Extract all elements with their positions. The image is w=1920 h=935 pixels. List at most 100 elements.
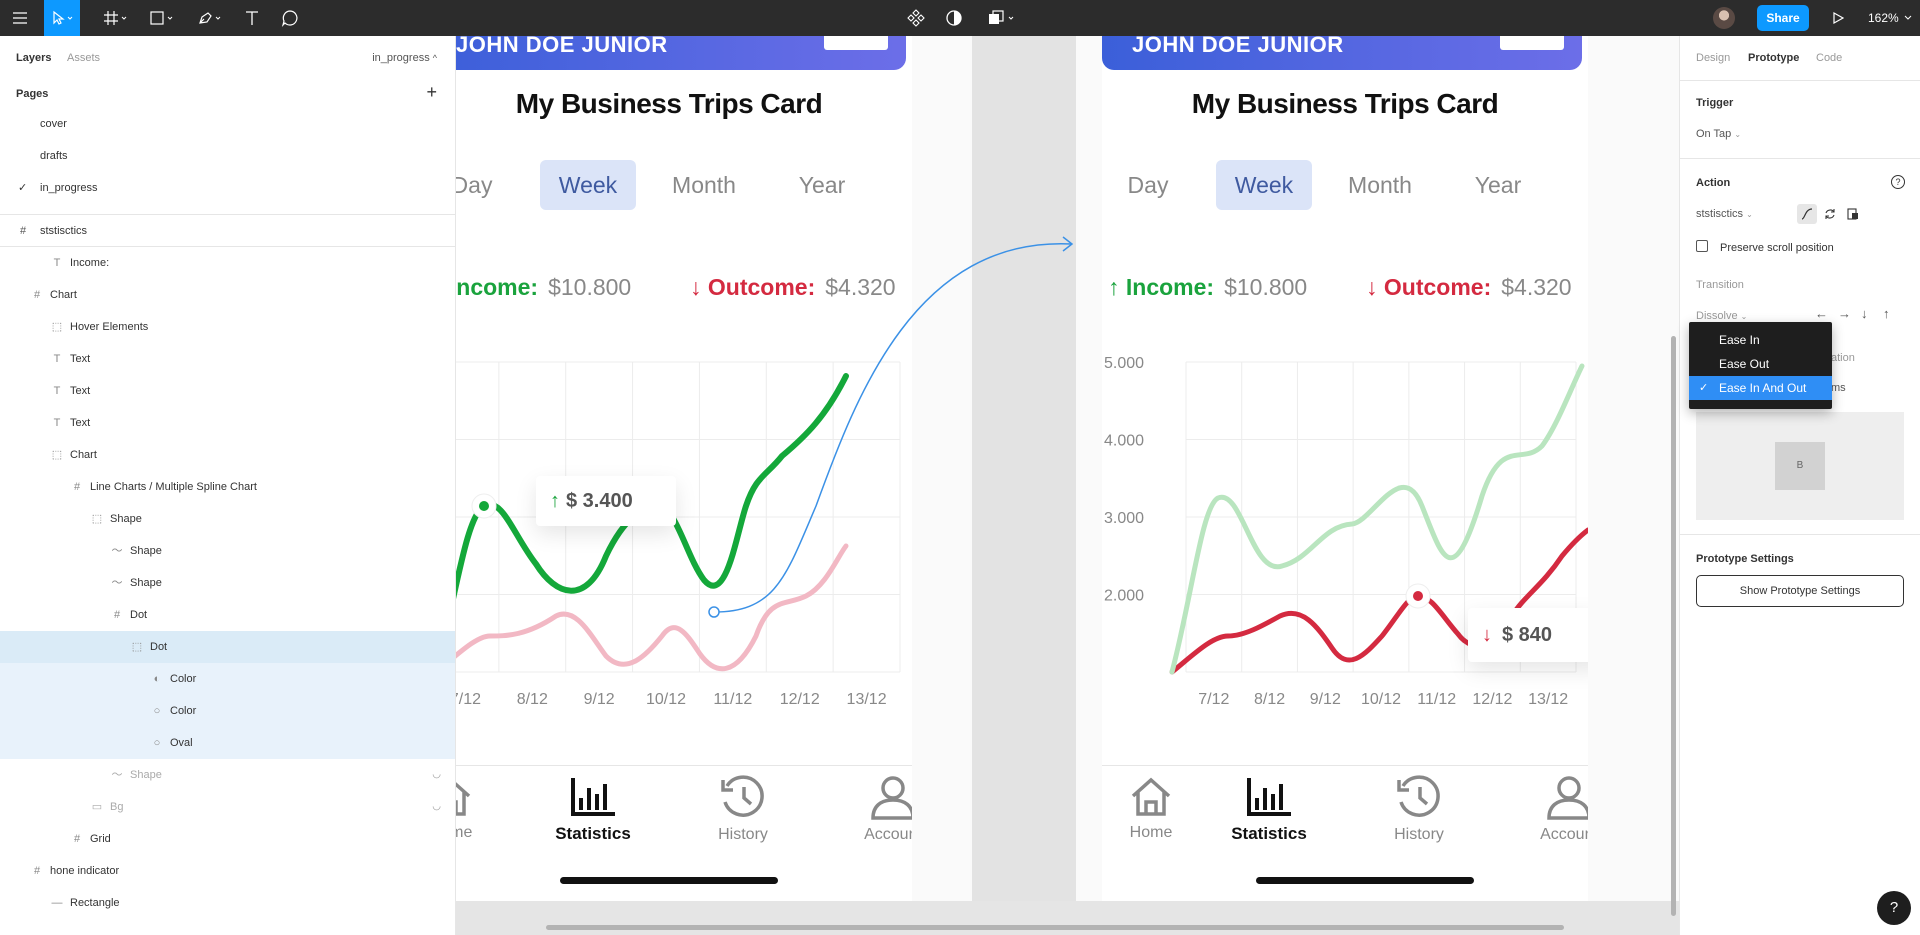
text-icon (246, 11, 258, 25)
layer-row[interactable]: ⬚ Shape (0, 503, 455, 535)
page-selector[interactable]: in_progress ^ (372, 52, 437, 64)
tab-account[interactable]: Account (838, 774, 912, 844)
easing-option-ease-in[interactable]: Ease In (1689, 328, 1832, 352)
direction-right-icon[interactable]: → (1838, 306, 1851, 321)
user-avatar[interactable] (1713, 7, 1735, 29)
direction-down-icon[interactable]: ↓ (1861, 306, 1868, 321)
share-button[interactable]: Share (1757, 5, 1809, 31)
hidden-eye-icon[interactable]: ◡ (432, 801, 441, 812)
preserve-scroll-checkbox[interactable] (1696, 240, 1708, 252)
period-year[interactable]: Year (798, 172, 846, 198)
period-day[interactable]: Day (456, 172, 493, 198)
design-canvas[interactable]: JOHN DOE JUNIOR My Business Trips Card D… (456, 36, 1679, 935)
easing-dropdown[interactable]: Ease In Ease Out ✓ Ease In And Out (1689, 322, 1832, 409)
tab-assets[interactable]: Assets (67, 52, 101, 64)
layer-label: hone indicator (50, 865, 120, 877)
layer-label: Rectangle (70, 897, 120, 909)
frame-icon: # (113, 609, 121, 621)
tab-prototype[interactable]: Prototype (1748, 52, 1800, 64)
horizontal-scrollbar[interactable] (546, 925, 1564, 930)
navigate-button[interactable] (1797, 204, 1817, 224)
tab-home[interactable]: Home (456, 774, 506, 842)
layer-row[interactable]: ◐ Color (0, 663, 455, 695)
shape-tool-button[interactable] (144, 0, 180, 36)
direction-up-icon[interactable]: ↑ (1883, 306, 1890, 321)
layer-row[interactable]: 〜 Shape (0, 535, 455, 567)
comment-tool-button[interactable] (276, 0, 304, 36)
main-menu-button[interactable] (0, 0, 40, 36)
play-icon (1833, 11, 1844, 25)
page-item-in-progress[interactable]: ✓ in_progress (0, 172, 455, 204)
tab-layers[interactable]: Layers (16, 52, 52, 64)
move-tool-button[interactable] (44, 0, 80, 36)
page-item-cover[interactable]: cover (0, 108, 455, 140)
direction-left-icon[interactable]: ← (1815, 306, 1828, 321)
layer-row[interactable]: # Grid (0, 823, 455, 855)
layer-row[interactable]: # Dot (0, 599, 455, 631)
help-button[interactable]: ? (1877, 891, 1911, 925)
tab-home[interactable]: Home (1102, 774, 1206, 842)
easing-option-ease-out[interactable]: Ease Out (1689, 352, 1832, 376)
trips-card-right[interactable]: JOHN DOE JUNIOR My Business Trips Card D… (1102, 36, 1588, 901)
tab-history[interactable]: History (1364, 774, 1474, 844)
help-icon[interactable]: ? (1891, 175, 1905, 189)
period-month[interactable]: Month (1348, 172, 1412, 198)
trips-card-left[interactable]: JOHN DOE JUNIOR My Business Trips Card D… (456, 36, 912, 901)
layer-label: Shape (130, 769, 162, 781)
frame-tool-button[interactable] (98, 0, 134, 36)
destination-select[interactable]: ststisctics ⌄ (1696, 208, 1753, 220)
layer-row[interactable]: ○ Color (0, 695, 455, 727)
tab-account[interactable]: Account (1514, 774, 1588, 844)
tab-statistics[interactable]: Statistics (1214, 774, 1324, 844)
tab-label: Statistics (1231, 824, 1307, 843)
period-day[interactable]: Day (1127, 172, 1169, 198)
pen-tool-button[interactable] (192, 0, 228, 36)
period-week[interactable]: Week (1216, 160, 1312, 210)
connection-handle[interactable] (708, 606, 720, 618)
layer-row[interactable]: ▭ Bg ◡ (0, 791, 455, 823)
layer-row[interactable]: T Text (0, 407, 455, 439)
present-button[interactable] (1826, 0, 1850, 36)
layer-row[interactable]: T Text (0, 375, 455, 407)
option-label: Ease Out (1719, 357, 1770, 371)
transition-value: Dissolve (1696, 310, 1738, 322)
layer-row[interactable]: ⬚ Chart (0, 439, 455, 471)
layer-row[interactable]: 〜 Shape ◡ (0, 759, 455, 791)
hidden-eye-icon[interactable]: ◡ (432, 769, 441, 780)
show-prototype-settings-button[interactable]: Show Prototype Settings (1696, 575, 1904, 607)
components-button[interactable] (902, 0, 930, 36)
prototype-connection[interactable] (456, 36, 1679, 935)
layer-label: Oval (170, 737, 193, 749)
vertical-scrollbar[interactable] (1671, 336, 1676, 916)
layer-row[interactable]: 〜 Shape (0, 567, 455, 599)
mask-button[interactable] (940, 0, 968, 36)
layer-frame-ststisctics[interactable]: # ststisctics (0, 215, 455, 247)
overlay-button[interactable] (1843, 204, 1863, 224)
zoom-level[interactable]: 162% (1868, 11, 1899, 25)
period-week[interactable]: Week (540, 160, 636, 210)
tab-statistics[interactable]: Statistics (538, 774, 648, 844)
swap-button[interactable] (1820, 204, 1840, 224)
tab-code[interactable]: Code (1816, 52, 1843, 64)
text-tool-button[interactable] (238, 0, 266, 36)
layer-row[interactable]: # Line Charts / Multiple Spline Chart (0, 471, 455, 503)
layer-row[interactable]: ⬚ Dot (0, 631, 455, 663)
period-month[interactable]: Month (672, 172, 736, 198)
layer-row[interactable]: T Text (0, 343, 455, 375)
spline-chart[interactable]: 5.000 4.000 3.000 2.000 7/12 8/12 9/12 10/12 11/… (1102, 36, 1588, 766)
tab-history[interactable]: History (688, 774, 798, 844)
layer-row[interactable]: ⬚ Hover Elements (0, 311, 455, 343)
add-page-button[interactable]: + (426, 82, 437, 102)
layer-row[interactable]: — Rectangle (0, 887, 455, 919)
layer-row[interactable]: # Chart (0, 279, 455, 311)
page-item-drafts[interactable]: drafts (0, 140, 455, 172)
layer-row[interactable]: T Income: (0, 247, 455, 279)
period-year[interactable]: Year (1474, 172, 1522, 198)
boolean-button[interactable] (984, 0, 1020, 36)
transition-select[interactable]: Dissolve ⌄ (1696, 310, 1747, 322)
tab-design[interactable]: Design (1696, 52, 1731, 64)
layer-row[interactable]: # hone indicator (0, 855, 455, 887)
trigger-select[interactable]: On Tap ⌄ (1696, 128, 1741, 140)
easing-option-ease-in-and-out[interactable]: ✓ Ease In And Out (1689, 376, 1832, 400)
layer-row[interactable]: ○ Oval (0, 727, 455, 759)
